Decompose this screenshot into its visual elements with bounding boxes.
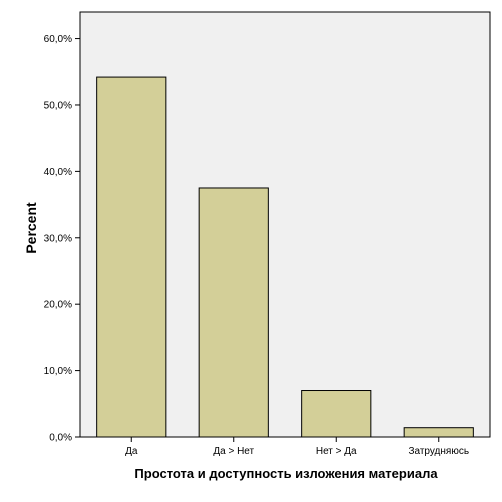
y-tick-label: 10,0%	[44, 366, 72, 377]
y-tick-label: 0,0%	[49, 433, 72, 444]
bar	[198, 187, 269, 438]
x-axis-title: Простота и доступность изложения материа…	[134, 466, 438, 481]
y-tick-label: 60,0%	[44, 34, 72, 45]
bar	[301, 390, 372, 438]
x-axis: Да Да > Нет Нет > Да Затрудняюсь	[125, 437, 469, 457]
y-tick-label: 40,0%	[44, 167, 72, 178]
bar	[403, 427, 474, 438]
y-tick-label: 20,0%	[44, 300, 72, 311]
y-axis: 0,0% 10,0% 20,0% 30,0% 40,0% 50,0% 60,0%	[44, 34, 80, 444]
bar	[96, 76, 167, 438]
x-tick-label: Да	[125, 446, 138, 457]
y-tick-label: 50,0%	[44, 100, 72, 111]
y-axis-title: Percent	[23, 202, 39, 254]
y-tick-label: 30,0%	[44, 233, 72, 244]
x-tick-label: Нет > Да	[316, 446, 357, 457]
bars	[96, 76, 474, 438]
x-tick-label: Затрудняюсь	[408, 446, 469, 457]
x-tick-label: Да > Нет	[213, 446, 254, 457]
